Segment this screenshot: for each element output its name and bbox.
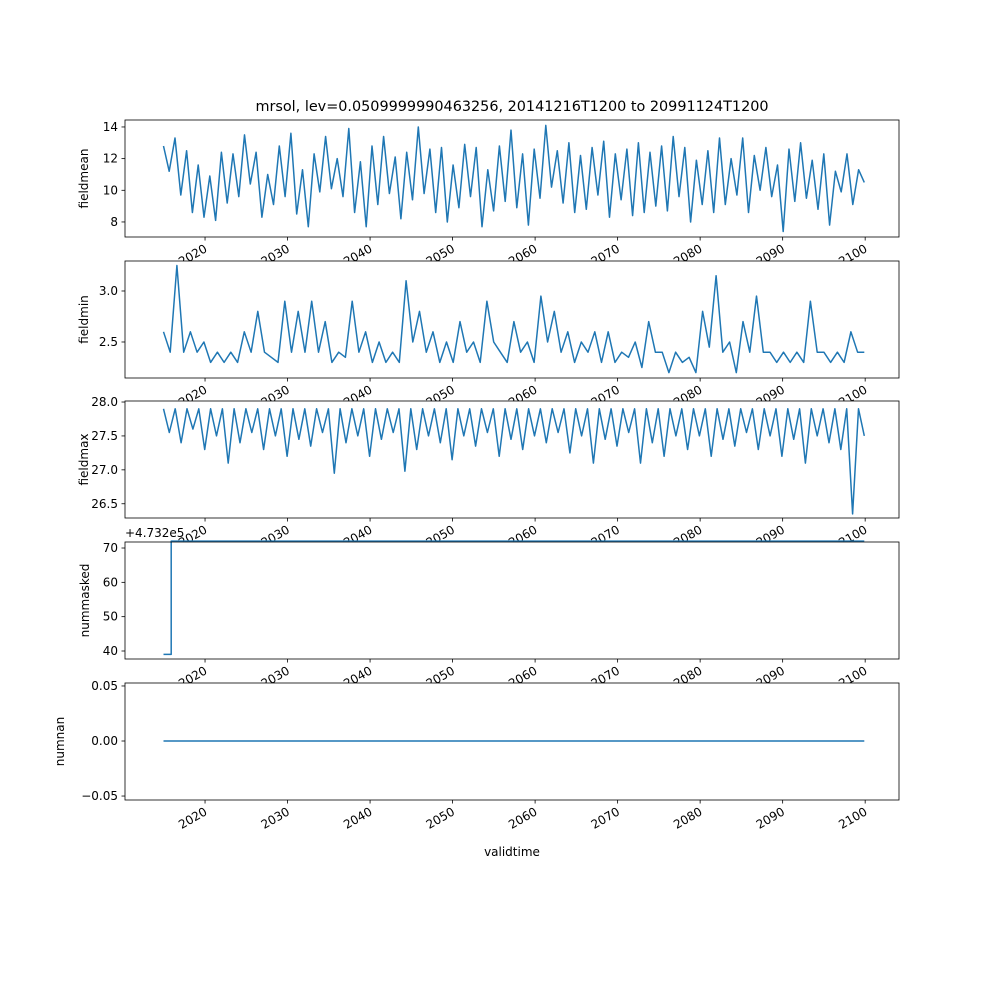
plot-area — [125, 261, 899, 378]
y-tick-label: 0.00 — [91, 734, 118, 748]
y-axis-label: fieldmax — [77, 433, 91, 485]
y-tick-label: 40 — [103, 644, 118, 658]
y-tick-label: 50 — [103, 610, 118, 624]
series-line-fieldmean — [162, 124, 865, 233]
y-tick-label: 0.05 — [91, 679, 118, 693]
x-axis-label: validtime — [484, 845, 540, 859]
axes-frame — [124, 682, 900, 801]
y-tick-label: 14 — [103, 120, 118, 134]
axes-frame — [124, 260, 900, 379]
y-axis-label: fieldmin — [77, 295, 91, 344]
y-tick-label: 26.5 — [91, 497, 118, 511]
y-tick-label: 27.0 — [91, 463, 118, 477]
series-line-fieldmin — [162, 264, 865, 374]
plot-area — [125, 542, 899, 659]
axes-frame — [124, 119, 900, 238]
chart-title: mrsol, lev=0.0509999990463256, 20141216T… — [255, 99, 768, 115]
series-line-fieldmax — [162, 408, 866, 515]
plot-area — [125, 401, 899, 518]
axes-frame — [124, 541, 900, 660]
y-axis-label: nummasked — [78, 564, 92, 638]
y-tick-label: 28.0 — [91, 395, 118, 409]
offset-text: +4.732e5 — [125, 526, 184, 540]
y-axis-label: numnan — [53, 717, 67, 766]
y-axis-label: fieldmean — [77, 149, 91, 209]
y-tick-label: 70 — [103, 541, 118, 555]
y-tick-label: 60 — [103, 575, 118, 589]
y-tick-label: 12 — [103, 152, 118, 166]
series-line-nummasked — [163, 540, 865, 656]
y-tick-label: 27.5 — [91, 429, 118, 443]
y-tick-label: 2.5 — [99, 335, 118, 349]
axes-frame — [124, 400, 900, 519]
y-tick-label: 10 — [103, 183, 118, 197]
y-tick-label: −0.05 — [81, 789, 118, 803]
y-tick-label: 8 — [110, 215, 118, 229]
y-tick-label: 3.0 — [99, 284, 118, 298]
